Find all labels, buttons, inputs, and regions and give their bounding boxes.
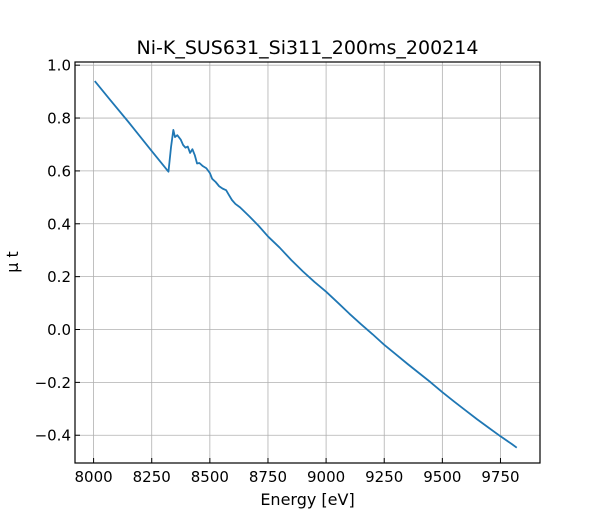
y-tick-label: −0.4 <box>35 427 71 445</box>
x-tick-label: 9250 <box>365 468 403 486</box>
x-tick-label: 8000 <box>75 468 113 486</box>
y-axis-label: μ t <box>3 251 22 273</box>
grid-lines <box>75 62 540 463</box>
x-tick-label: 9500 <box>423 468 461 486</box>
x-tick-labels: 8000 8250 8500 8750 9000 9250 9500 9750 <box>75 468 520 486</box>
y-tick-label: −0.2 <box>35 374 71 392</box>
x-tick-label: 8500 <box>191 468 229 486</box>
chart-title: Ni-K_SUS631_Si311_200ms_200214 <box>137 37 479 59</box>
x-tick-label: 9000 <box>307 468 345 486</box>
x-tick-label: 8250 <box>133 468 171 486</box>
x-tick-label: 9750 <box>481 468 519 486</box>
y-tick-label: 0.8 <box>47 110 71 128</box>
y-tick-label: 0.2 <box>47 268 71 286</box>
y-tick-label: 0.6 <box>47 162 71 180</box>
y-tick-label: 1.0 <box>47 57 71 75</box>
series-group <box>94 80 518 449</box>
y-tick-label: 0.4 <box>47 215 71 233</box>
series-line <box>94 80 518 449</box>
y-tick-label: 0.0 <box>47 321 71 339</box>
x-axis-label: Energy [eV] <box>260 490 354 509</box>
tick-marks <box>75 64 501 463</box>
x-tick-label: 8750 <box>249 468 287 486</box>
plot-frame <box>74 61 541 464</box>
y-tick-labels: −0.4 −0.2 0.0 0.2 0.4 0.6 0.8 1.0 <box>35 57 71 445</box>
